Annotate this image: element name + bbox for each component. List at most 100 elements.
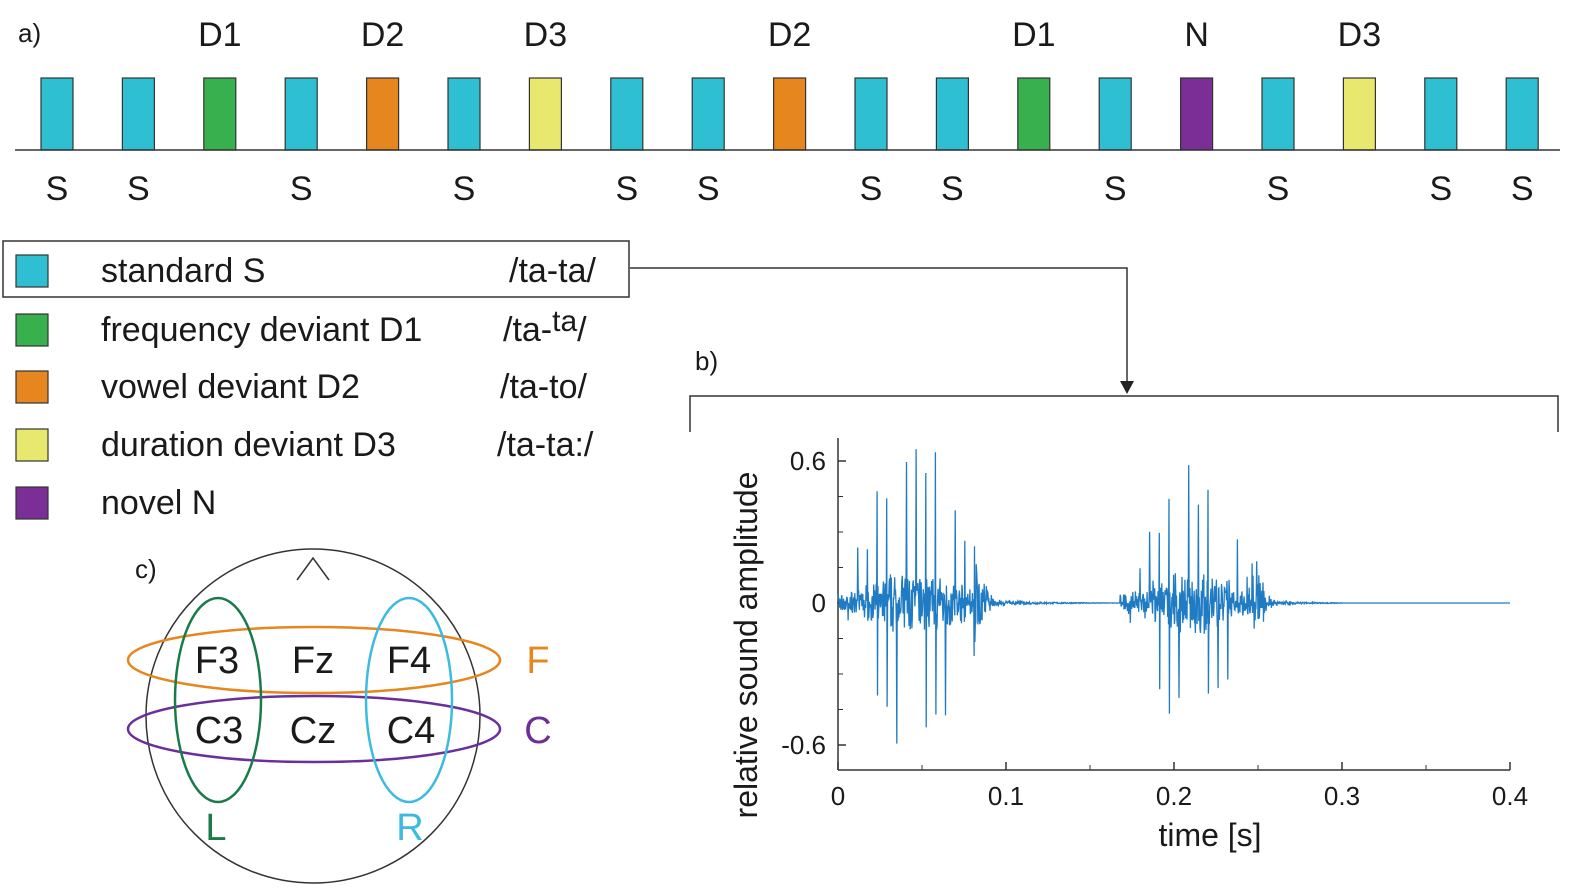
x-tick-label: 0: [831, 781, 845, 811]
standard-label: S: [290, 170, 313, 208]
standard-label: S: [1267, 170, 1290, 208]
nose-marker: [296, 556, 330, 581]
stimulus-bar-d2: [366, 77, 400, 151]
standard-label: S: [127, 170, 150, 208]
panel-b-label: b): [695, 346, 718, 376]
electrode-Fz: Fz: [292, 640, 334, 682]
stimulus-bar-s: [854, 77, 888, 151]
deviant-labels: D1 D2 D3 D2 D1 N D3: [198, 16, 1381, 54]
y-tick-label: -0.6: [781, 730, 826, 760]
stimulus-bar-n: [1179, 77, 1214, 151]
legend-name: novel N: [101, 484, 216, 522]
stimulus-bar-s: [40, 77, 74, 151]
legend-name: vowel deviant D2: [101, 368, 360, 406]
legend-code: /ta-to/: [500, 368, 587, 406]
standard-label: S: [1511, 170, 1534, 208]
standard-label: S: [46, 170, 69, 208]
legend-code-main: /ta-: [503, 311, 552, 349]
frontal-region-ellipse: [126, 625, 502, 695]
deviant-label: D2: [768, 16, 811, 54]
legend-code-main: /ta-ta/: [509, 252, 596, 290]
stimulus-bar-s: [1098, 77, 1132, 151]
electrode-F4: F4: [387, 640, 431, 682]
stimulus-bar-s: [284, 77, 318, 151]
waveform-line: [837, 449, 1510, 744]
legend-name: duration deviant D3: [101, 426, 396, 464]
x-tick-label: 0.1: [988, 781, 1024, 811]
panel-b-bracket: [689, 395, 1559, 432]
frontal-region-label: F: [526, 640, 549, 682]
connector-line: [630, 267, 1128, 382]
standard-label: S: [941, 170, 964, 208]
waveform-chart: 0.60-0.6 0 0.1 0.2 0.3 0.4 time [s] relative…: [728, 438, 1528, 853]
x-ticks: 0 0.1 0.2 0.3 0.4: [831, 762, 1528, 811]
legend-code: /ta-ta:/: [497, 426, 594, 464]
deviant-label: N: [1184, 16, 1209, 54]
y-ticks: 0.6 0 -0.6: [781, 446, 846, 760]
panel-a-label: a): [18, 18, 41, 48]
x-tick-label: 0.2: [1156, 781, 1192, 811]
legend-code-main: /ta-to/: [500, 368, 587, 406]
standard-label: S: [615, 170, 638, 208]
stimulus-bar-d1: [203, 77, 237, 151]
left-region-label: L: [205, 807, 226, 849]
legend-code-main: /ta-ta:/: [497, 426, 594, 464]
electrode-Cz: Cz: [290, 710, 336, 752]
stimulus-bar-s: [935, 77, 970, 151]
electrode-C4: C4: [387, 710, 436, 752]
x-tick-label: 0.4: [1492, 781, 1528, 811]
left-region-ellipse: [173, 596, 263, 804]
legend-code-after: /: [577, 311, 587, 349]
legend-code-super: ta: [552, 305, 577, 338]
legend-code: /ta-ta/: [503, 305, 587, 349]
x-axis-label: time [s]: [1158, 817, 1261, 853]
electrode-F3: F3: [195, 640, 239, 682]
central-region-ellipse: [126, 694, 502, 764]
stimulus-bar-s: [691, 77, 725, 151]
right-region-ellipse: [364, 596, 454, 804]
deviant-label: D3: [524, 16, 567, 54]
standard-label: S: [697, 170, 720, 208]
x-tick-label: 0.3: [1324, 781, 1360, 811]
deviant-label: D1: [1012, 16, 1055, 54]
deviant-label: D1: [198, 16, 241, 54]
stimulus-bar-s: [447, 77, 481, 151]
deviant-label: D3: [1338, 16, 1381, 54]
panel-c-label: c): [135, 554, 157, 584]
right-region-label: R: [396, 807, 423, 849]
standard-label: S: [453, 170, 476, 208]
central-region-label: C: [524, 710, 551, 752]
stimulus-bar-d1: [1017, 77, 1051, 151]
legend-swatch-n: [15, 486, 49, 520]
stimulus-bar-s: [1424, 77, 1458, 151]
stimulus-bar-s: [610, 77, 644, 151]
legend-swatch-s: [15, 254, 49, 288]
deviant-label: D2: [361, 16, 404, 54]
stimulus-bar-d3: [528, 77, 563, 151]
stimulus-sequence: [40, 77, 1539, 151]
stimulus-bar-s: [121, 77, 156, 151]
standard-label: S: [860, 170, 883, 208]
stimulus-bar-d2: [772, 77, 807, 151]
legend: standard S/ta-ta/frequency deviant D1/ta…: [15, 252, 596, 522]
stimulus-bar-d3: [1342, 77, 1377, 151]
legend-name: frequency deviant D1: [101, 311, 422, 349]
stimulus-bar-s: [1505, 77, 1539, 151]
legend-standard-highlight-box: [2, 240, 630, 298]
standard-label: S: [1429, 170, 1452, 208]
legend-swatch-d2: [15, 370, 49, 404]
head-diagram: F3 Fz F4 C3 Cz C4 F C L R: [126, 548, 552, 884]
stimulus-bar-s: [1261, 77, 1295, 151]
legend-swatch-d3: [15, 428, 49, 462]
y-axis-label: relative sound amplitude: [728, 472, 764, 819]
electrode-C3: C3: [195, 710, 244, 752]
legend-swatch-d1: [15, 313, 49, 347]
legend-name: standard S: [101, 252, 265, 290]
standard-label: S: [1104, 170, 1127, 208]
connector-arrowhead: [1120, 381, 1134, 394]
y-tick-label: 0: [812, 588, 826, 618]
legend-code: /ta-ta/: [509, 252, 596, 290]
y-tick-label: 0.6: [790, 446, 826, 476]
